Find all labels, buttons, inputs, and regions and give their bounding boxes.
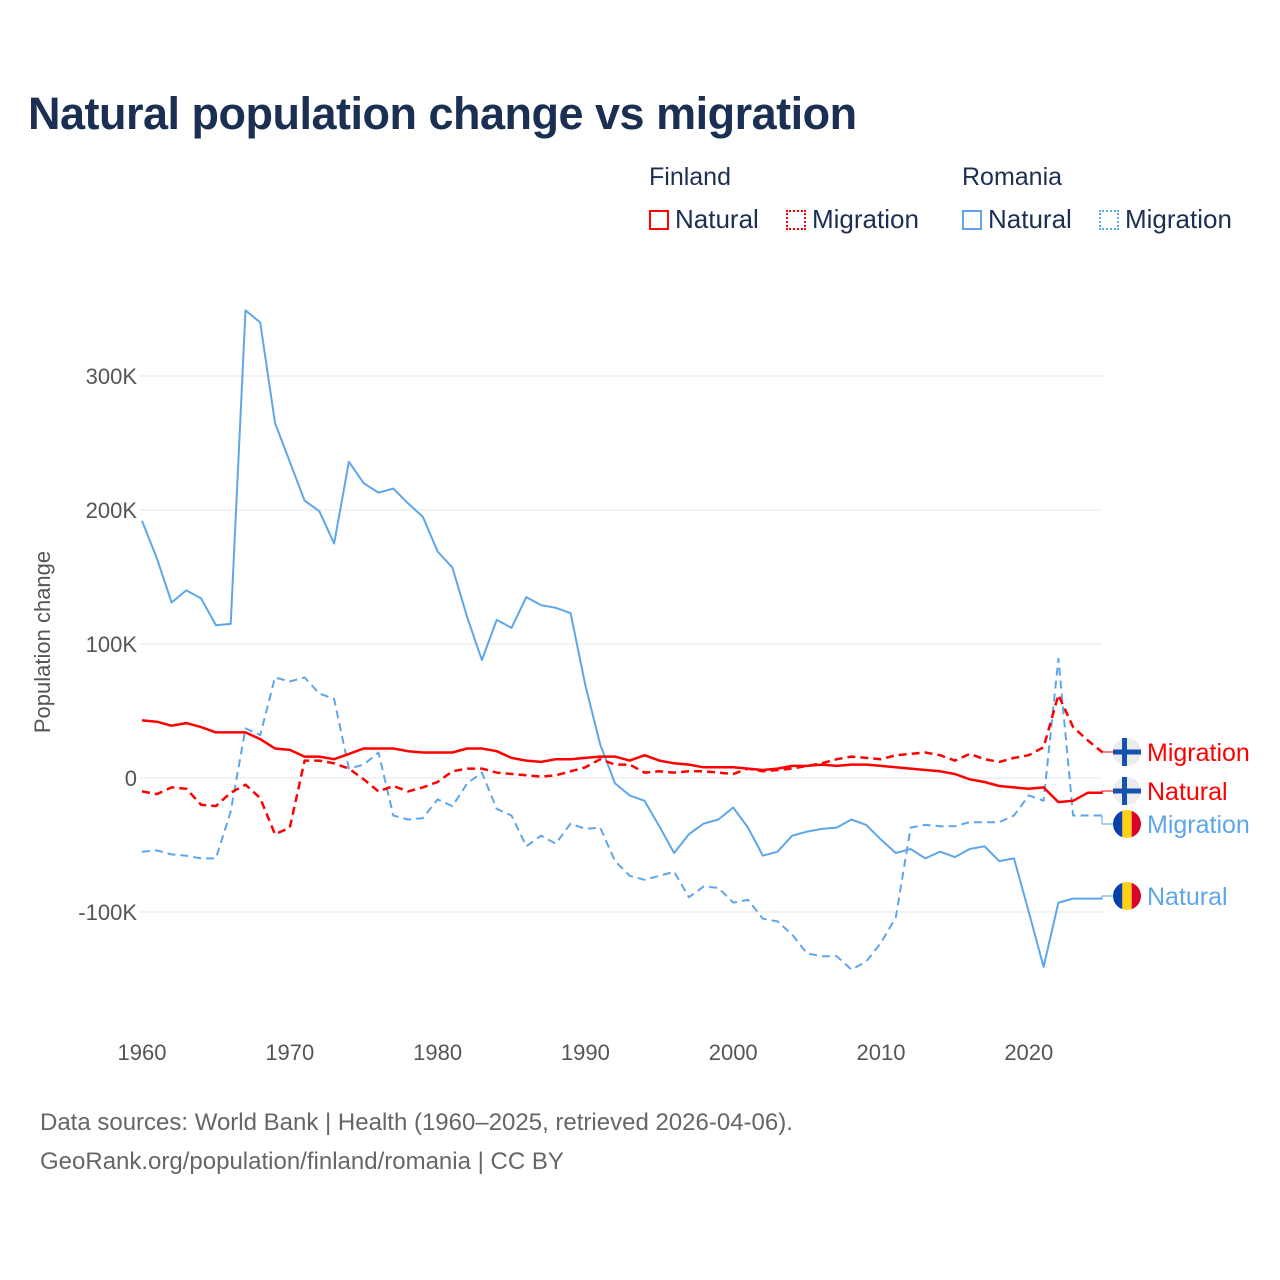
x-tick-label: 2020 [1004, 1040, 1053, 1065]
legend-group-finland: Finland [649, 163, 731, 191]
x-tick-label: 2000 [709, 1040, 758, 1065]
label-connector [1101, 815, 1114, 825]
label-connector [1101, 751, 1114, 753]
y-axis-label: Population change [30, 551, 55, 733]
legend-romania-natural[interactable]: Natural [962, 204, 1072, 235]
label-connector [1101, 895, 1114, 899]
label-connector [1101, 790, 1114, 793]
finland-flag-icon [1113, 777, 1141, 805]
finland-flag-icon [1113, 738, 1141, 766]
end-label-finland-natural: Natural [1147, 778, 1228, 806]
x-tick-label: 1990 [561, 1040, 610, 1065]
legend-swatch-dotted-red [786, 209, 806, 230]
footer-sources: Data sources: World Bank | Health (1960–… [40, 1109, 793, 1136]
x-tick-label: 1960 [118, 1040, 167, 1065]
legend-label: Migration [812, 204, 919, 234]
end-label-finland-migration: Migration [1147, 739, 1250, 767]
legend-swatch-dotted-blue [1099, 209, 1119, 230]
legend-swatch-solid-red [649, 209, 669, 230]
romania-flag-icon [1113, 882, 1141, 910]
legend-label: Migration [1125, 204, 1232, 234]
legend-swatch-solid-blue [962, 209, 982, 230]
legend-finland-migration[interactable]: Migration [786, 204, 919, 235]
series-line-finland-natural[interactable] [141, 719, 1103, 804]
romania-flag-icon [1113, 810, 1141, 838]
legend-group-romania: Romania [962, 163, 1063, 191]
series-line-finland-migration[interactable] [141, 693, 1104, 836]
series-line-romania-migration[interactable] [141, 657, 1103, 971]
y-tick-label: 100K [86, 632, 138, 657]
end-label-romania-migration: Migration [1147, 811, 1250, 839]
legend-label: Natural [675, 204, 759, 234]
legend-label: Natural [988, 204, 1072, 234]
y-tick-label: -100K [78, 900, 137, 925]
y-tick-label: 200K [86, 498, 138, 523]
footer-credit: GeoRank.org/population/finland/romania |… [40, 1148, 564, 1175]
y-tick-label: 0 [125, 766, 137, 791]
series-line-romania-natural[interactable] [141, 309, 1103, 968]
legend-finland-natural[interactable]: Natural [649, 204, 759, 235]
x-tick-label: 1970 [265, 1040, 314, 1065]
y-tick-label: 300K [86, 364, 138, 389]
x-tick-label: 2010 [857, 1040, 906, 1065]
chart-title: Natural population change vs migration [28, 88, 857, 139]
x-tick-label: 1980 [413, 1040, 462, 1065]
end-label-romania-natural: Natural [1147, 883, 1228, 911]
legend-romania-migration[interactable]: Migration [1099, 204, 1232, 235]
